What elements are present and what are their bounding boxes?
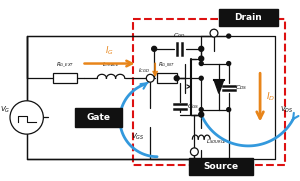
Circle shape (199, 46, 204, 51)
Text: $C_{GD}$: $C_{GD}$ (173, 31, 186, 40)
Circle shape (190, 148, 198, 156)
Bar (53, 73, 77, 83)
Text: Source: Source (203, 162, 238, 171)
Circle shape (10, 101, 43, 134)
Text: $V_{GS}$: $V_{GS}$ (131, 132, 144, 142)
Circle shape (227, 34, 231, 38)
Circle shape (146, 74, 154, 82)
Circle shape (199, 108, 203, 111)
Text: $R_{G\_INT}$: $R_{G\_INT}$ (158, 61, 175, 70)
Text: Drain: Drain (234, 13, 262, 22)
Circle shape (227, 108, 231, 111)
Text: $I_G$: $I_G$ (105, 44, 113, 57)
Circle shape (199, 56, 204, 61)
Text: $C_{DS}$: $C_{DS}$ (235, 84, 247, 92)
Bar (133, 19, 285, 165)
Text: $R_{G\_EXT}$: $R_{G\_EXT}$ (56, 61, 74, 70)
Circle shape (174, 76, 179, 81)
Bar (157, 73, 177, 83)
Circle shape (199, 62, 203, 66)
Circle shape (199, 112, 204, 117)
Text: $L_{TRACE}$: $L_{TRACE}$ (102, 60, 120, 70)
Bar (189, 158, 253, 175)
Circle shape (152, 46, 157, 51)
Text: Gate: Gate (86, 113, 110, 122)
Text: $I_D$: $I_D$ (266, 91, 275, 103)
Text: $C_{GS}$: $C_{GS}$ (187, 102, 199, 111)
Text: $I_{CGD}$: $I_{CGD}$ (138, 66, 150, 75)
Circle shape (227, 62, 231, 66)
Circle shape (199, 113, 203, 117)
Circle shape (199, 76, 203, 80)
Bar (75, 108, 122, 127)
Bar (219, 9, 278, 26)
Text: $V_{DS}$: $V_{DS}$ (280, 104, 293, 115)
Circle shape (210, 29, 218, 37)
Polygon shape (214, 80, 224, 93)
Text: $V_G$: $V_G$ (0, 104, 10, 115)
Text: $L_{SOURCE}$: $L_{SOURCE}$ (206, 138, 227, 146)
